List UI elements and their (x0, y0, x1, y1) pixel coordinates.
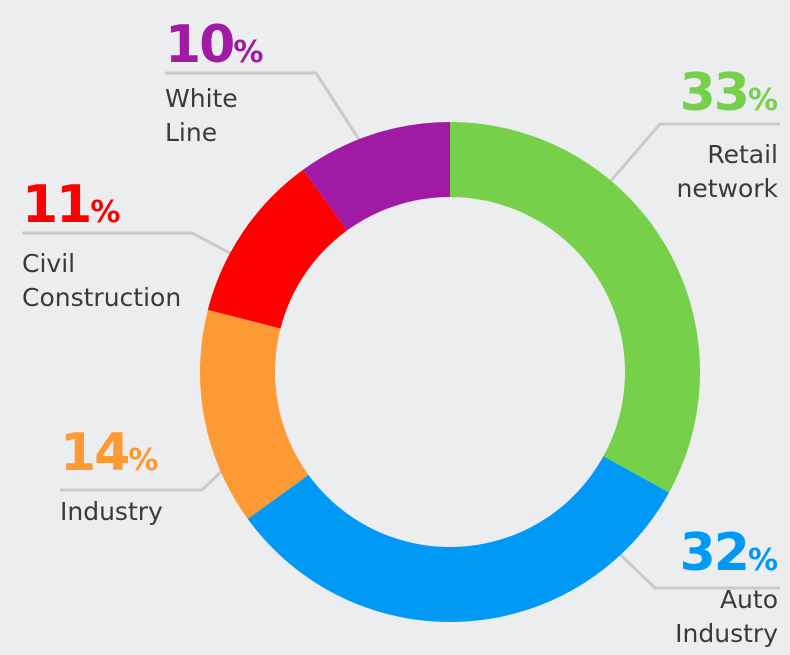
category-label: Retail network (676, 140, 778, 203)
value-label: 10% (165, 15, 263, 75)
category-label: White Line (165, 84, 238, 147)
value-label: 14% (60, 423, 158, 483)
value-label: 11% (22, 175, 120, 235)
category-label: Civil Construction (22, 249, 181, 312)
category-label: Auto Industry (675, 585, 778, 648)
category-label: Industry (60, 497, 163, 526)
donut-segment (247, 456, 670, 622)
leader-line (588, 122, 780, 206)
value-label: 33% (680, 63, 778, 123)
donut-segment (207, 169, 348, 329)
donut-segment (450, 122, 701, 493)
donut-segment (200, 309, 309, 519)
value-label: 32% (680, 523, 778, 583)
leader-line (165, 71, 382, 173)
donut-segment (303, 122, 450, 231)
